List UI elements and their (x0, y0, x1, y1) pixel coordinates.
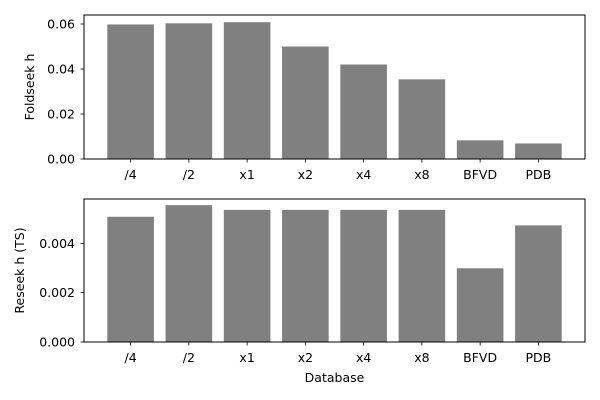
bottom-bar-x4-4 (340, 209, 387, 342)
top-x-tick-label: x8 (414, 167, 429, 182)
bottom-y-tick-label: 0.004 (39, 236, 75, 251)
bottom-x-tick-label: x8 (414, 350, 429, 365)
bottom-x-tick-label: x2 (298, 350, 313, 365)
top-y-tick-label: 0.00 (47, 152, 75, 167)
bottom-x-tick-label: PDB (526, 350, 552, 365)
bottom-x-tick-label: x4 (356, 350, 371, 365)
bottom-x-tick-label: /4 (125, 350, 137, 365)
top-bar-x8-5 (398, 79, 446, 159)
top-y-tick-label: 0.02 (47, 107, 75, 122)
top-bar-PDB-7 (515, 143, 562, 159)
top-x-tick-label: PDB (526, 167, 552, 182)
bottom-bar-x8-5 (398, 209, 446, 342)
top-x-tick-label: x1 (239, 167, 254, 182)
top-plot-frame (83, 14, 586, 160)
top-bar-x2-3 (282, 46, 329, 159)
bottom-bar-PDB-7 (515, 225, 562, 342)
bottom-plot-frame (83, 198, 586, 343)
bottom-bar-x2-3 (282, 209, 329, 342)
top-y-tick-label: 0.04 (47, 62, 75, 77)
top-bar-2-1 (165, 23, 213, 160)
bottom-bar-4-0 (107, 216, 154, 342)
top-y-tick-label: 0.06 (47, 17, 75, 32)
top-bar-x1-2 (223, 22, 271, 160)
top-y-axis-title: Foldseek h (22, 54, 37, 121)
top-bar-x4-4 (340, 64, 387, 159)
top-x-tick-label: x4 (356, 167, 371, 182)
bottom-bar-x1-2 (223, 209, 271, 342)
bottom-x-axis-title: Database (305, 370, 365, 385)
top-bar-4-0 (107, 24, 154, 160)
top-x-tick-label: x2 (298, 167, 313, 182)
bottom-y-axis-title: Reseek h (TS) (12, 227, 27, 313)
bottom-x-tick-label: x1 (239, 350, 254, 365)
bottom-bar-BFVD-6 (456, 268, 504, 342)
top-x-tick-label: BFVD (463, 167, 497, 182)
bottom-bar-2-1 (165, 205, 213, 342)
top-x-tick-label: /2 (183, 167, 195, 182)
top-x-tick-label: /4 (125, 167, 137, 182)
bottom-y-tick-label: 0.002 (39, 285, 75, 300)
bottom-x-tick-label: BFVD (463, 350, 497, 365)
bottom-x-tick-label: /2 (183, 350, 195, 365)
top-bar-BFVD-6 (456, 140, 504, 159)
bottom-y-tick-label: 0.000 (39, 335, 75, 350)
